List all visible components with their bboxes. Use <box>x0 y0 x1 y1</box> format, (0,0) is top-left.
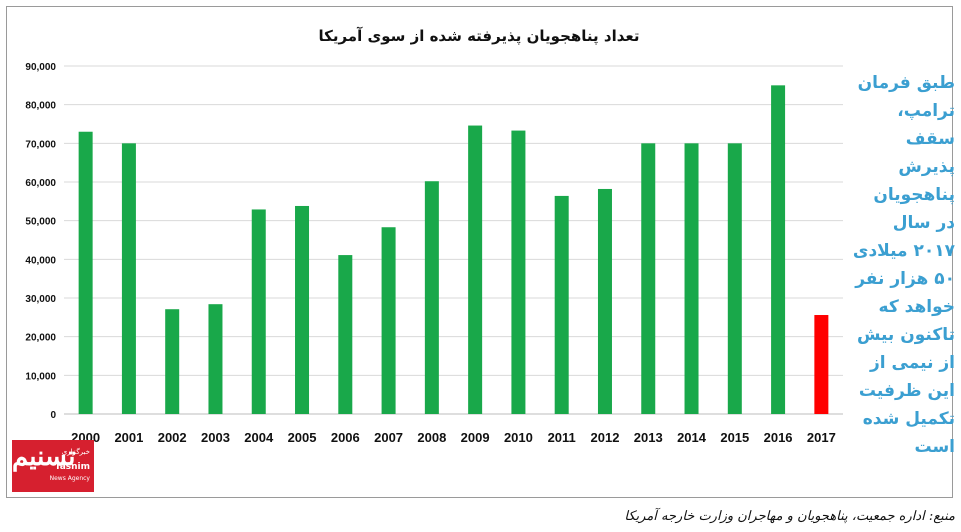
y-tick-label: 90,000 <box>25 62 56 73</box>
bar-2012 <box>597 188 612 414</box>
y-tick-label: 80,000 <box>25 101 56 112</box>
x-axis-ticks: 2000 2001 2002 2003 2004 2005 2006 2007 2008 2009… <box>71 430 836 445</box>
logo-mark: تسنیم <box>12 442 76 472</box>
bars <box>78 85 829 415</box>
bar-2001 <box>121 143 136 415</box>
y-tick-label: 0 <box>50 410 56 421</box>
x-tick-label: 2008 <box>417 430 446 445</box>
bar-2010 <box>511 130 526 414</box>
bar-2008 <box>424 181 439 414</box>
x-tick-label: 2013 <box>634 430 663 445</box>
logo-tagline: News Agency <box>49 475 90 482</box>
bar-2016 <box>771 85 786 414</box>
x-tick-label: 2011 <box>548 430 576 445</box>
bar-2011 <box>554 195 569 414</box>
bar-2009 <box>468 125 483 415</box>
x-tick-label: 2012 <box>591 430 620 445</box>
x-tick-label: 2010 <box>504 430 533 445</box>
x-tick-label: 2007 <box>374 430 403 445</box>
x-tick-label: 2003 <box>201 430 230 445</box>
y-tick-label: 60,000 <box>25 178 56 189</box>
bar-2013 <box>641 143 656 415</box>
logo-subtitle: خبرگزاری <box>61 448 90 456</box>
x-tick-label: 2017 <box>807 430 836 445</box>
x-tick-label: 2009 <box>461 430 490 445</box>
x-tick-label: 2002 <box>158 430 187 445</box>
chart-title: تعداد پناهجویان پذیرفته شده از سوی آمریک… <box>318 27 639 46</box>
y-tick-label: 70,000 <box>25 139 56 150</box>
bar-2005 <box>295 205 310 414</box>
tasnim-logo: تسنیم خبرگزاری Tasnim News Agency <box>12 440 94 492</box>
x-tick-label: 2005 <box>288 430 317 445</box>
chart-frame: تعداد پناهجویان پذیرفته شده از سوی آمریک… <box>6 6 955 498</box>
y-tick-label: 50,000 <box>25 217 56 228</box>
y-axis-ticks: 0 10,000 20,000 30,000 40,000 50,000 60,000 70,… <box>25 62 56 421</box>
x-tick-label: 2006 <box>331 430 360 445</box>
bar-2007 <box>381 227 396 414</box>
bar-2002 <box>165 309 180 414</box>
y-tick-label: 20,000 <box>25 333 56 344</box>
y-tick-label: 40,000 <box>25 255 56 266</box>
bar-2000 <box>78 131 93 414</box>
gridlines <box>64 65 843 415</box>
bar-2003 <box>208 304 223 414</box>
side-note: طبق فرمان ترامپ، سقف پذیرش پناهجویان در … <box>852 73 955 457</box>
bar-chart: تعداد پناهجویان پذیرفته شده از سوی آمریک… <box>25 27 843 445</box>
x-tick-label: 2014 <box>677 430 707 445</box>
y-tick-label: 30,000 <box>25 294 56 305</box>
bar-2006 <box>338 255 353 414</box>
bar-2017 <box>814 315 829 414</box>
y-tick-label: 10,000 <box>25 371 56 382</box>
bar-2004 <box>251 209 266 414</box>
bar-2014 <box>684 143 699 415</box>
x-tick-label: 2015 <box>720 430 749 445</box>
logo-name: Tasnim <box>54 462 90 472</box>
source-caption: منبع: اداره جمعیت، پناهجویان و مهاجران و… <box>624 509 955 524</box>
bar-2015 <box>727 143 742 415</box>
x-tick-label: 2016 <box>764 430 793 445</box>
x-tick-label: 2001 <box>114 430 143 445</box>
x-tick-label: 2004 <box>244 430 274 445</box>
